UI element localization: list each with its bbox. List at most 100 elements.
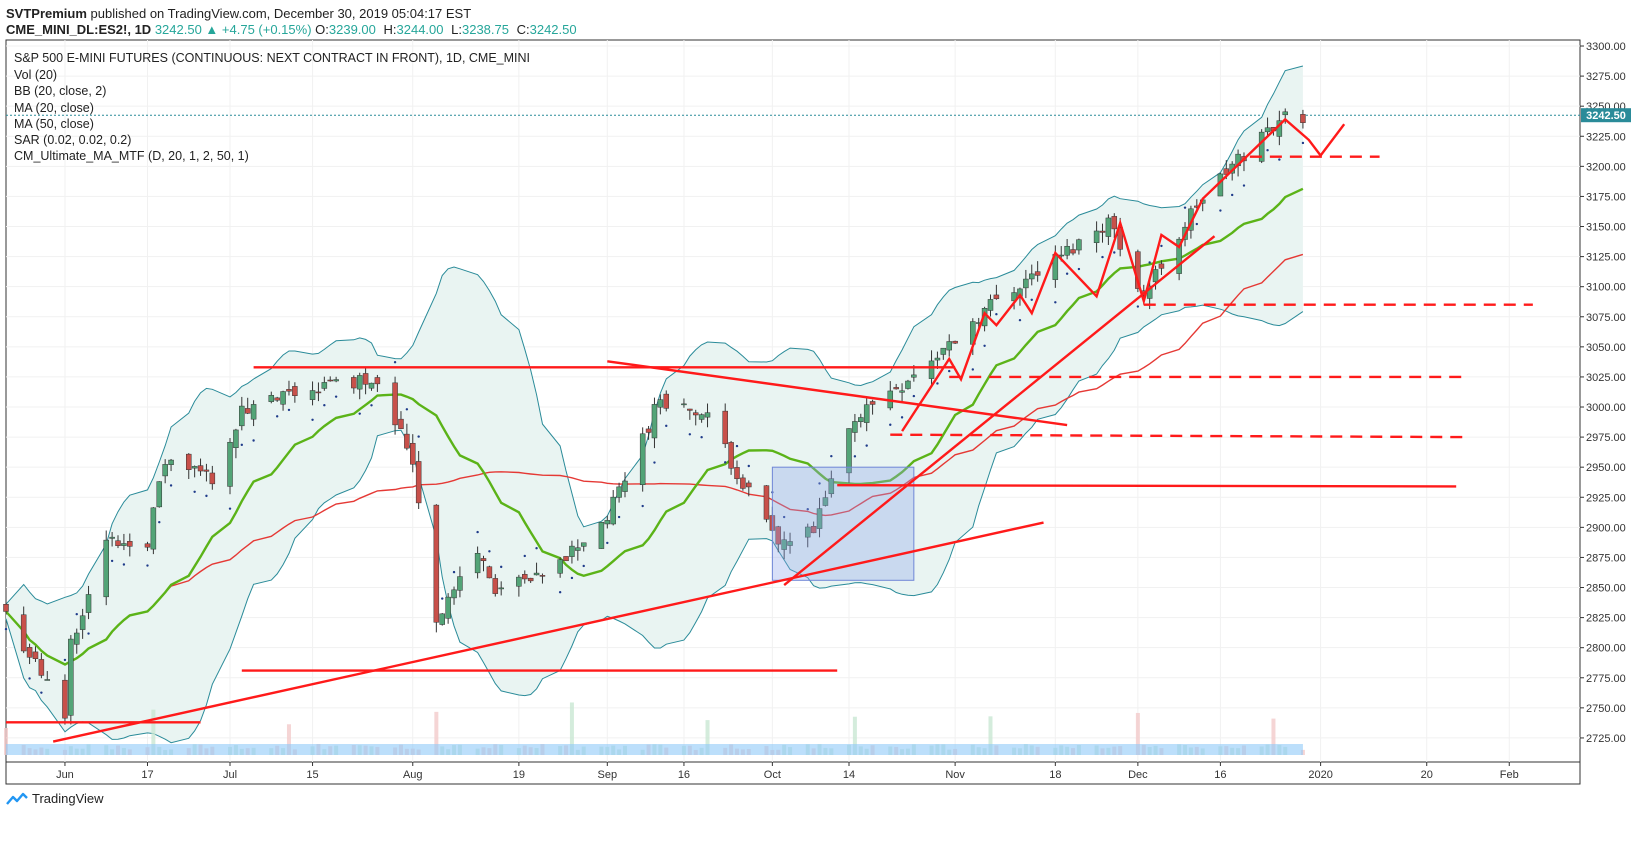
candle-body [828, 478, 835, 495]
sar-dot [358, 412, 361, 415]
sar-dot [205, 494, 208, 498]
y-tick-label: 2875.00 [1586, 552, 1626, 564]
volume-bar [434, 711, 439, 755]
candle-body [274, 397, 280, 401]
candle-body [934, 357, 941, 361]
candle-body [480, 558, 487, 562]
close-label: C: [516, 22, 530, 37]
candle-body [893, 387, 899, 390]
candle-body [79, 615, 86, 630]
candle-body [1034, 271, 1041, 276]
sar-dot [688, 433, 692, 436]
sar-dot [393, 361, 397, 364]
footer-brand[interactable]: TradingView [6, 791, 104, 806]
candle-body [539, 575, 546, 577]
trendline-drawings[interactable] [6, 117, 1533, 743]
open-value: 3239.00 [328, 22, 376, 37]
candle-body [292, 386, 298, 396]
sar-dot [252, 439, 255, 442]
x-tick-label: Feb [1500, 769, 1519, 781]
y-tick-label: 2900.00 [1586, 522, 1626, 534]
sar-dot [606, 541, 609, 545]
legend-ma50[interactable]: MA (50, close) [14, 117, 94, 131]
legend-ma20[interactable]: MA (20, close) [14, 101, 94, 115]
time-axis[interactable]: Jun 17 Jul 15 Aug 19 Sep 16 Oct 14 Nov 18 Dec 16 2020 2… [56, 762, 1519, 781]
price-change: 3242.50 ▲ +4.75 (+0.15%) [154, 22, 312, 37]
sar-dot [228, 507, 232, 510]
candle-body [987, 299, 994, 311]
candle-body [73, 632, 80, 645]
volume-bar [151, 709, 156, 755]
sar-dot [1183, 206, 1187, 209]
candle-body [645, 428, 652, 433]
sar-dot [912, 394, 916, 398]
sar-dot [287, 408, 291, 412]
sar-dot [865, 444, 868, 447]
sar-dot [806, 507, 809, 511]
candle-body [580, 542, 587, 547]
volume-ma-area [6, 744, 1303, 755]
candle-body [404, 433, 410, 449]
legend-vol[interactable]: Vol (20) [14, 68, 57, 82]
sar-dot [275, 415, 279, 418]
y-tick-label: 3125.00 [1586, 252, 1626, 264]
y-tick-label: 3100.00 [1586, 282, 1626, 294]
sar-dot [653, 461, 656, 464]
candle-body [327, 379, 333, 382]
candle-body [522, 574, 528, 580]
candle-body [156, 481, 163, 508]
sar-dot [735, 444, 739, 448]
symbol-name[interactable]: CME_MINI_DL:ES2!, 1D [6, 22, 152, 37]
volume-bar [705, 720, 710, 755]
y-tick-label: 2975.00 [1586, 432, 1626, 444]
candle-body [374, 377, 381, 385]
candle-body [498, 587, 504, 590]
price-axis[interactable]: 3300.003275.003250.003225.003200.003175.… [1580, 41, 1626, 745]
candle-body [681, 403, 687, 406]
zigzag-path [901, 117, 1346, 432]
candle-body [250, 404, 257, 420]
volume-bar [4, 728, 8, 755]
candle-body [775, 526, 782, 545]
volume-bar [569, 702, 574, 755]
candle-body [533, 572, 540, 576]
x-tick-label: Nov [945, 769, 965, 781]
sar-dot [983, 344, 986, 347]
candle-body [162, 464, 168, 477]
candle-body [127, 541, 133, 547]
sar-dot [1230, 193, 1234, 197]
x-tick-label: 19 [513, 769, 525, 781]
candle-body [121, 543, 127, 546]
legend-bb[interactable]: BB (20, close, 2) [14, 84, 106, 98]
x-tick-label: Sep [598, 769, 618, 781]
y-tick-label: 3225.00 [1586, 131, 1626, 143]
author-name[interactable]: SVTPremium [6, 6, 87, 21]
y-tick-label: 3025.00 [1586, 372, 1626, 384]
sar-dot [1301, 141, 1305, 145]
legend-sar[interactable]: SAR (0.02, 0.02, 0.2) [14, 133, 131, 147]
candle-body [1117, 227, 1123, 250]
y-tick-label: 3050.00 [1586, 342, 1626, 354]
tradingview-logo-icon [6, 792, 28, 805]
sar-dot [523, 554, 526, 558]
candle-body [527, 577, 534, 582]
y-tick-label: 2825.00 [1586, 613, 1626, 625]
candle-body [368, 382, 375, 389]
candle-body [787, 541, 793, 546]
sar-dot [193, 490, 196, 494]
candle-body [333, 379, 339, 382]
sar-dot [4, 627, 8, 631]
candle-body [492, 578, 499, 594]
candle-body [392, 382, 398, 426]
candle-body [911, 374, 917, 378]
legend-cm-ma[interactable]: CM_Ultimate_MA_MTF (D, 20, 1, 2, 50, 1) [14, 149, 249, 163]
breakout-level-line [837, 484, 1457, 488]
candle-body [1282, 111, 1288, 116]
candle-body [905, 380, 911, 389]
publish-info: published on TradingView.com, December 3… [90, 6, 472, 21]
candle-body [415, 461, 422, 504]
x-tick-label: 15 [306, 769, 318, 781]
candle-body [704, 412, 711, 418]
sar-dot [488, 550, 491, 553]
